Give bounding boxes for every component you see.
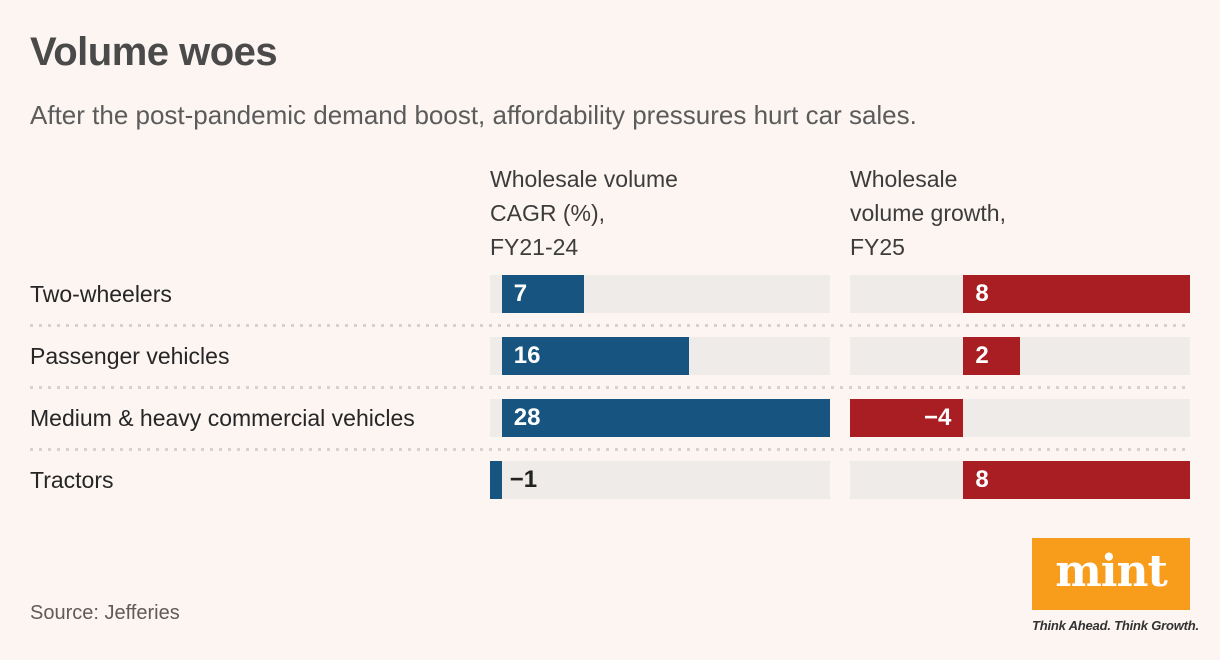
mint-logo-tagline: Think Ahead. Think Growth. <box>1032 618 1199 633</box>
chart-row: Passenger vehicles 16 2 <box>0 337 1220 375</box>
bar-track: 8 <box>850 275 1190 313</box>
bar-value-label: −1 <box>509 466 538 493</box>
bar-value-label: 2 <box>975 342 989 369</box>
row-label: Tractors <box>30 467 114 493</box>
bar-value-label: 28 <box>513 404 541 431</box>
bar <box>963 337 1020 375</box>
column-header-line: FY21-24 <box>490 234 579 260</box>
row-separator <box>30 324 1188 327</box>
bar <box>501 399 830 437</box>
column-header-line: CAGR (%), <box>490 200 605 226</box>
bar <box>850 399 964 437</box>
column-header-line: Wholesale volume <box>490 166 678 192</box>
bar-value-label: 8 <box>975 466 989 493</box>
chart-title: Volume woes <box>30 30 278 74</box>
bar <box>490 461 502 499</box>
bar-track: −1 <box>490 461 830 499</box>
bar-value-label: −4 <box>923 404 952 431</box>
bar <box>963 461 1190 499</box>
column-header-line: volume growth, <box>850 200 1006 226</box>
row-separator <box>30 386 1188 389</box>
chart-row: Medium & heavy commercial vehicles 28 −4 <box>0 399 1220 437</box>
chart-subtitle: After the post-pandemic demand boost, af… <box>30 100 917 130</box>
chart-row: Tractors −1 8 <box>0 461 1220 499</box>
row-label: Passenger vehicles <box>30 343 230 369</box>
bar-track: 28 <box>490 399 830 437</box>
row-label: Medium & heavy commercial vehicles <box>30 405 415 431</box>
column-header-cagr-fy21-24: Wholesale volume CAGR (%), FY21-24 <box>490 162 820 264</box>
column-header-growth-fy25: Wholesale volume growth, FY25 <box>850 162 1180 264</box>
bar-value-label: 7 <box>513 280 528 307</box>
column-header-line: Wholesale <box>850 166 958 192</box>
bar-value-label: 16 <box>513 342 541 369</box>
mint-logo-wordmark: mint <box>1055 546 1168 597</box>
mint-logo: mint <box>1032 538 1190 610</box>
mint-logo-block: mint Think Ahead. Think Growth. <box>1032 538 1199 633</box>
bar-track: 16 <box>490 337 830 375</box>
row-separator <box>30 448 1188 451</box>
bar <box>501 337 690 375</box>
bar-track: 2 <box>850 337 1190 375</box>
source-note: Source: Jefferies <box>30 602 180 624</box>
column-header-line: FY25 <box>850 234 905 260</box>
bar-value-label: 8 <box>975 280 989 307</box>
chart-row: Two-wheelers 7 8 <box>0 275 1220 313</box>
bar <box>501 275 584 313</box>
bar-track: 8 <box>850 461 1190 499</box>
bar-track: 7 <box>490 275 830 313</box>
bar <box>963 275 1190 313</box>
bar-track: −4 <box>850 399 1190 437</box>
row-label: Two-wheelers <box>30 281 172 307</box>
